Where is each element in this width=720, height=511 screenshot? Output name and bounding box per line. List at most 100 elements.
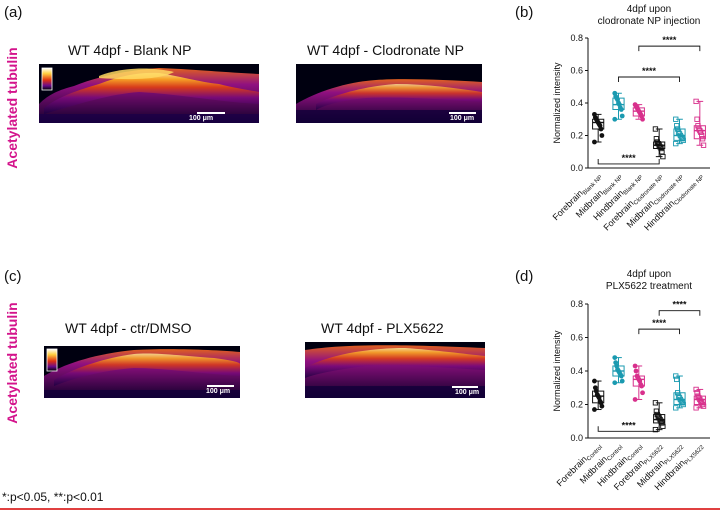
y-tick-label: 0.6: [570, 333, 583, 343]
data-point: [659, 420, 665, 426]
scale-bar-label: 100 μm: [189, 115, 214, 122]
microscopy-image-plx5622: 100 μm: [305, 342, 485, 398]
data-point: [700, 142, 707, 148]
data-point: [673, 373, 679, 379]
data-point: [680, 401, 686, 408]
significance-label: ****: [652, 318, 667, 328]
significance-label: ****: [672, 300, 687, 310]
row-label-top: Acetylated tubulin: [4, 47, 20, 169]
y-tick-label: 0.2: [570, 400, 583, 410]
y-tick-label: 0.8: [570, 33, 583, 43]
data-point: [699, 132, 705, 139]
panel-label-b: (b): [515, 4, 534, 21]
data-point: [652, 126, 659, 132]
data-point: [697, 127, 703, 134]
y-tick-label: 0.0: [570, 433, 583, 443]
chart-title: 4dpf upon: [627, 4, 672, 15]
data-point: [659, 149, 665, 155]
y-tick-label: 0.8: [570, 299, 583, 309]
data-point: [673, 405, 679, 411]
footnote: *:p<0.05, **:p<0.01: [2, 490, 104, 504]
microscopy-image-clodronate-np: 100 μm: [296, 64, 482, 123]
significance-bracket: [618, 76, 680, 82]
data-point: [658, 145, 664, 152]
scale-bar-label: 100 μm: [450, 115, 475, 122]
data-point: [694, 390, 700, 396]
data-point: [640, 116, 645, 122]
data-point: [592, 139, 597, 145]
data-point: [699, 401, 706, 408]
panel-label-c: (c): [4, 268, 22, 285]
data-point: [632, 363, 638, 369]
data-point: [695, 123, 701, 129]
data-point: [699, 136, 706, 142]
data-point: [673, 116, 679, 122]
image-title-clodronate-np: WT 4dpf - Clodronate NP: [307, 42, 464, 58]
data-point: [673, 140, 679, 147]
data-point: [660, 153, 666, 160]
data-point: [612, 355, 618, 360]
scale-bar-label: 100 μm: [455, 389, 480, 396]
data-point: [598, 126, 604, 132]
chart-title: clodronate NP injection: [598, 16, 701, 27]
data-point: [674, 376, 680, 383]
chart-title: PLX5622 treatment: [606, 281, 692, 292]
data-point: [693, 386, 699, 393]
data-point: [618, 107, 624, 112]
data-point: [660, 423, 666, 429]
data-point: [599, 403, 605, 409]
data-point: [679, 136, 685, 142]
data-point: [680, 137, 686, 144]
data-point: [652, 426, 659, 433]
data-point: [693, 98, 699, 105]
row-label-bottom: Acetylated tubulin: [4, 302, 20, 424]
y-tick-label: 0.6: [570, 66, 583, 76]
data-point: [679, 400, 685, 406]
panel-label-a: (a): [4, 4, 23, 21]
y-axis-label: Normalized intensity: [552, 62, 562, 144]
y-axis-label: Normalized intensity: [552, 330, 562, 412]
significance-bracket: [638, 45, 701, 52]
significance-label: ****: [662, 35, 677, 45]
data-point: [619, 378, 625, 384]
y-tick-label: 0.4: [570, 98, 583, 108]
significance-bracket: [638, 328, 680, 335]
data-point: [633, 368, 639, 374]
panel-label-d: (d): [515, 268, 534, 285]
data-point: [612, 116, 618, 122]
y-tick-label: 0.0: [570, 163, 583, 173]
significance-label: ****: [622, 153, 637, 163]
y-tick-label: 0.2: [570, 131, 583, 141]
significance-bracket: [658, 310, 701, 316]
data-point: [652, 400, 659, 406]
data-point: [674, 390, 681, 396]
scale-bar-label: 100 μm: [206, 388, 231, 395]
significance-label: ****: [642, 66, 657, 76]
data-point: [639, 383, 645, 389]
data-point: [592, 378, 597, 384]
microscopy-image-ctr-dmso: 100 μm: [44, 346, 240, 398]
image-title-ctr-dmso: WT 4dpf - ctr/DMSO: [65, 320, 192, 336]
data-point: [618, 373, 624, 379]
data-point: [674, 123, 680, 129]
data-point: [698, 129, 704, 135]
image-title-plx5622: WT 4dpf - PLX5622: [321, 320, 444, 336]
data-point: [599, 133, 605, 138]
significance-label: ****: [622, 420, 637, 430]
data-point: [653, 408, 660, 414]
data-point: [653, 136, 660, 142]
data-point: [657, 144, 663, 150]
image-title-blank-np: WT 4dpf - Blank NP: [68, 42, 192, 58]
microscopy-image-blank-np: 100 μm: [39, 64, 259, 123]
chart-title: 4dpf upon: [627, 269, 672, 280]
significance-bracket: [597, 158, 660, 165]
bottom-rule: [0, 508, 720, 510]
data-point: [694, 116, 700, 122]
data-point: [612, 380, 618, 386]
data-point: [658, 418, 664, 424]
y-tick-label: 0.4: [570, 366, 583, 376]
significance-bracket: [597, 426, 660, 432]
data-point: [693, 405, 699, 411]
